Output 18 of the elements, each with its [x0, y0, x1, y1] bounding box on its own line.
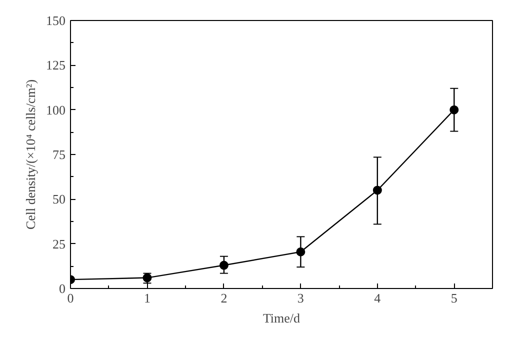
- point: [450, 105, 459, 114]
- x-tick-label: 3: [297, 290, 304, 306]
- x-axis-title: Time/d: [262, 310, 301, 326]
- y-tick-label: 25: [52, 236, 66, 252]
- x-tick-label: 4: [374, 290, 382, 306]
- x-tick-label: 2: [220, 290, 228, 306]
- point: [219, 260, 228, 270]
- point: [296, 247, 306, 256]
- y-tick-label: 125: [46, 58, 66, 73]
- x-tick-label: 1: [144, 290, 150, 306]
- x-tick-label: 5: [450, 290, 458, 306]
- y-axis-title: Cell density/(×10⁴ cells/cm²): [23, 79, 38, 230]
- y-tick-label: 50: [52, 192, 66, 207]
- y-tick-label: 75: [52, 147, 66, 162]
- y-tick-label: 0: [59, 281, 66, 296]
- y-tick-label: 150: [46, 13, 66, 28]
- y-tick-label: 100: [46, 102, 66, 118]
- point: [372, 186, 382, 195]
